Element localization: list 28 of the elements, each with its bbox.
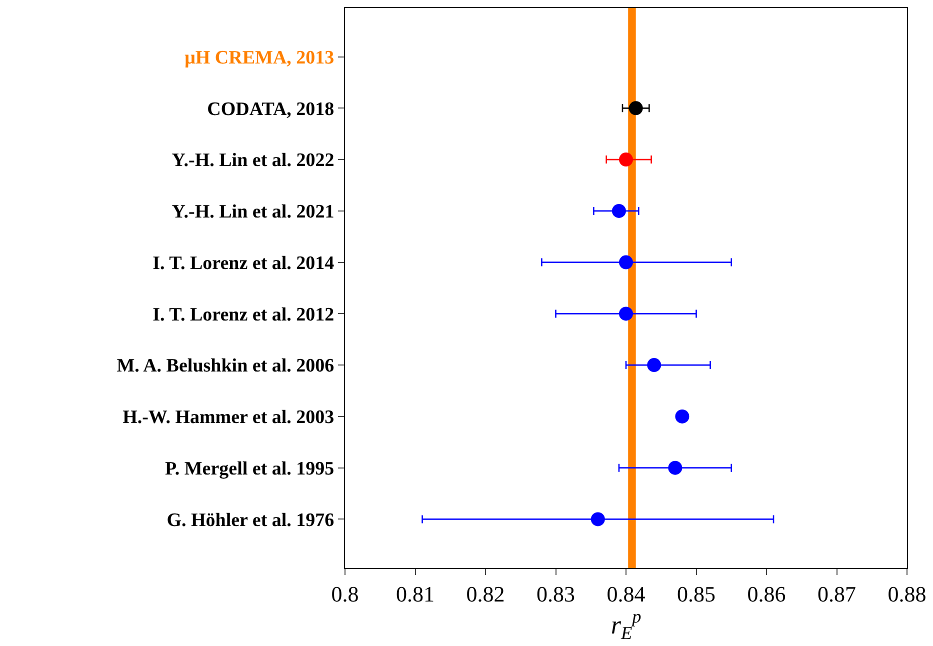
y-tick-label: Y.-H. Lin et al. 2022 — [172, 150, 334, 172]
y-tick-label: μH CREMA, 2013 — [184, 47, 334, 68]
point — [628, 101, 643, 116]
y-tick-label: M. A. Belushkin et al. 2006 — [116, 356, 334, 377]
y-tick-label: H.-W. Hammer et al. 2003 — [122, 407, 334, 428]
point — [619, 306, 633, 321]
point — [668, 460, 682, 475]
point — [647, 358, 662, 372]
y-tick-label: CODATA, 2018 — [207, 98, 334, 120]
y-tick-label: G. Höhler et al. 1976 — [166, 510, 334, 531]
point — [619, 152, 633, 167]
x-tick-label: 0.8 — [331, 581, 359, 606]
y-tick-label: P. Mergell et al. 1995 — [164, 458, 334, 480]
x-tick-label: 0.82 — [466, 581, 505, 606]
x-tick-label: 0.88 — [888, 581, 926, 606]
point — [590, 512, 605, 526]
x-tick-label: 0.85 — [677, 581, 716, 606]
x-tick-label: 0.84 — [606, 581, 646, 606]
point — [675, 409, 690, 424]
point — [619, 255, 633, 270]
point — [612, 204, 626, 218]
y-tick-label: Y.-H. Lin et al. 2021 — [172, 202, 334, 223]
x-tick-label: 0.86 — [747, 581, 786, 606]
x-tick-label: 0.83 — [536, 581, 575, 606]
y-tick-label: I. T. Lorenz et al. 2012 — [152, 304, 334, 326]
y-tick-label: I. T. Lorenz et al. 2014 — [152, 252, 335, 274]
x-tick-label: 0.81 — [396, 581, 434, 606]
x-tick-label: 0.87 — [818, 581, 856, 606]
